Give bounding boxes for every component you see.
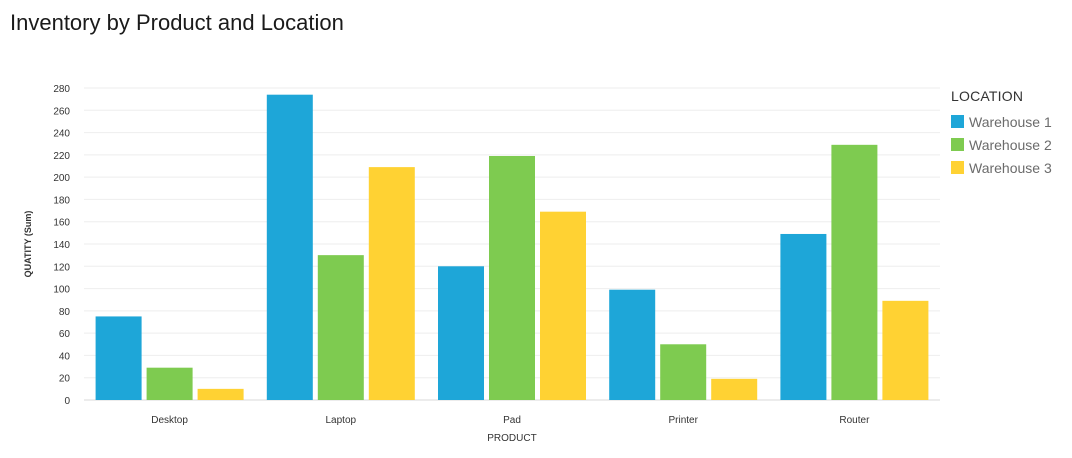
legend-swatch — [951, 161, 964, 174]
y-tick-label: 220 — [53, 151, 70, 162]
y-tick-label: 120 — [53, 262, 70, 273]
bar — [540, 211, 586, 400]
x-axis-title: PRODUCT — [487, 433, 536, 444]
bar — [95, 316, 142, 400]
x-tick-label: Desktop — [151, 415, 188, 426]
x-tick-label: Pad — [503, 415, 521, 426]
legend-title: LOCATION — [951, 88, 1024, 104]
y-tick-label: 80 — [59, 307, 71, 318]
bar — [882, 300, 929, 400]
x-tick-label: Printer — [668, 415, 698, 426]
y-tick-label: 260 — [53, 106, 70, 117]
y-tick-label: 40 — [59, 351, 71, 362]
bar — [438, 266, 484, 400]
bar — [711, 378, 758, 400]
bar-chart: 0 20 40 60 80 100 120 140 160 180 200 220 240 260 280 D… — [23, 84, 940, 444]
y-tick-label: 280 — [53, 84, 70, 95]
y-tick-label: 20 — [59, 374, 71, 385]
bar — [780, 233, 827, 400]
bar — [317, 255, 364, 400]
legend-item[interactable]: Warehouse 1 — [951, 110, 1052, 133]
legend-label: Warehouse 1 — [969, 113, 1052, 130]
legend-swatch — [951, 138, 964, 151]
y-axis-title: QUATITY (Sum) — [23, 211, 33, 278]
bar — [266, 94, 313, 400]
legend-label: Warehouse 2 — [969, 136, 1052, 153]
y-tick-label: 240 — [53, 129, 70, 140]
y-tick-label: 160 — [53, 218, 70, 229]
bar — [831, 144, 878, 400]
bar — [660, 344, 707, 400]
y-tick-label: 60 — [59, 329, 71, 340]
legend-swatch — [951, 115, 964, 128]
legend-items: Warehouse 1 Warehouse 2 Warehouse 3 — [951, 110, 1052, 179]
bar — [368, 167, 415, 400]
legend-item[interactable]: Warehouse 3 — [951, 156, 1052, 179]
bar — [489, 155, 535, 400]
x-tick-label: Laptop — [326, 415, 357, 426]
legend-item[interactable]: Warehouse 2 — [951, 133, 1052, 156]
y-tick-label: 140 — [53, 240, 70, 251]
bar — [609, 289, 656, 400]
y-tick-label: 180 — [53, 195, 70, 206]
x-tick-label: Router — [839, 415, 870, 426]
bar — [146, 367, 193, 400]
legend: LOCATION Warehouse 1 Warehouse 2 Warehouse… — [951, 88, 1052, 179]
y-tick-label: 200 — [53, 173, 70, 184]
legend-label: Warehouse 3 — [969, 159, 1052, 176]
y-tick-label: 100 — [53, 285, 70, 296]
y-tick-label: 0 — [64, 396, 70, 407]
bar — [197, 388, 244, 400]
chart-title: Inventory by Product and Location — [10, 10, 344, 35]
